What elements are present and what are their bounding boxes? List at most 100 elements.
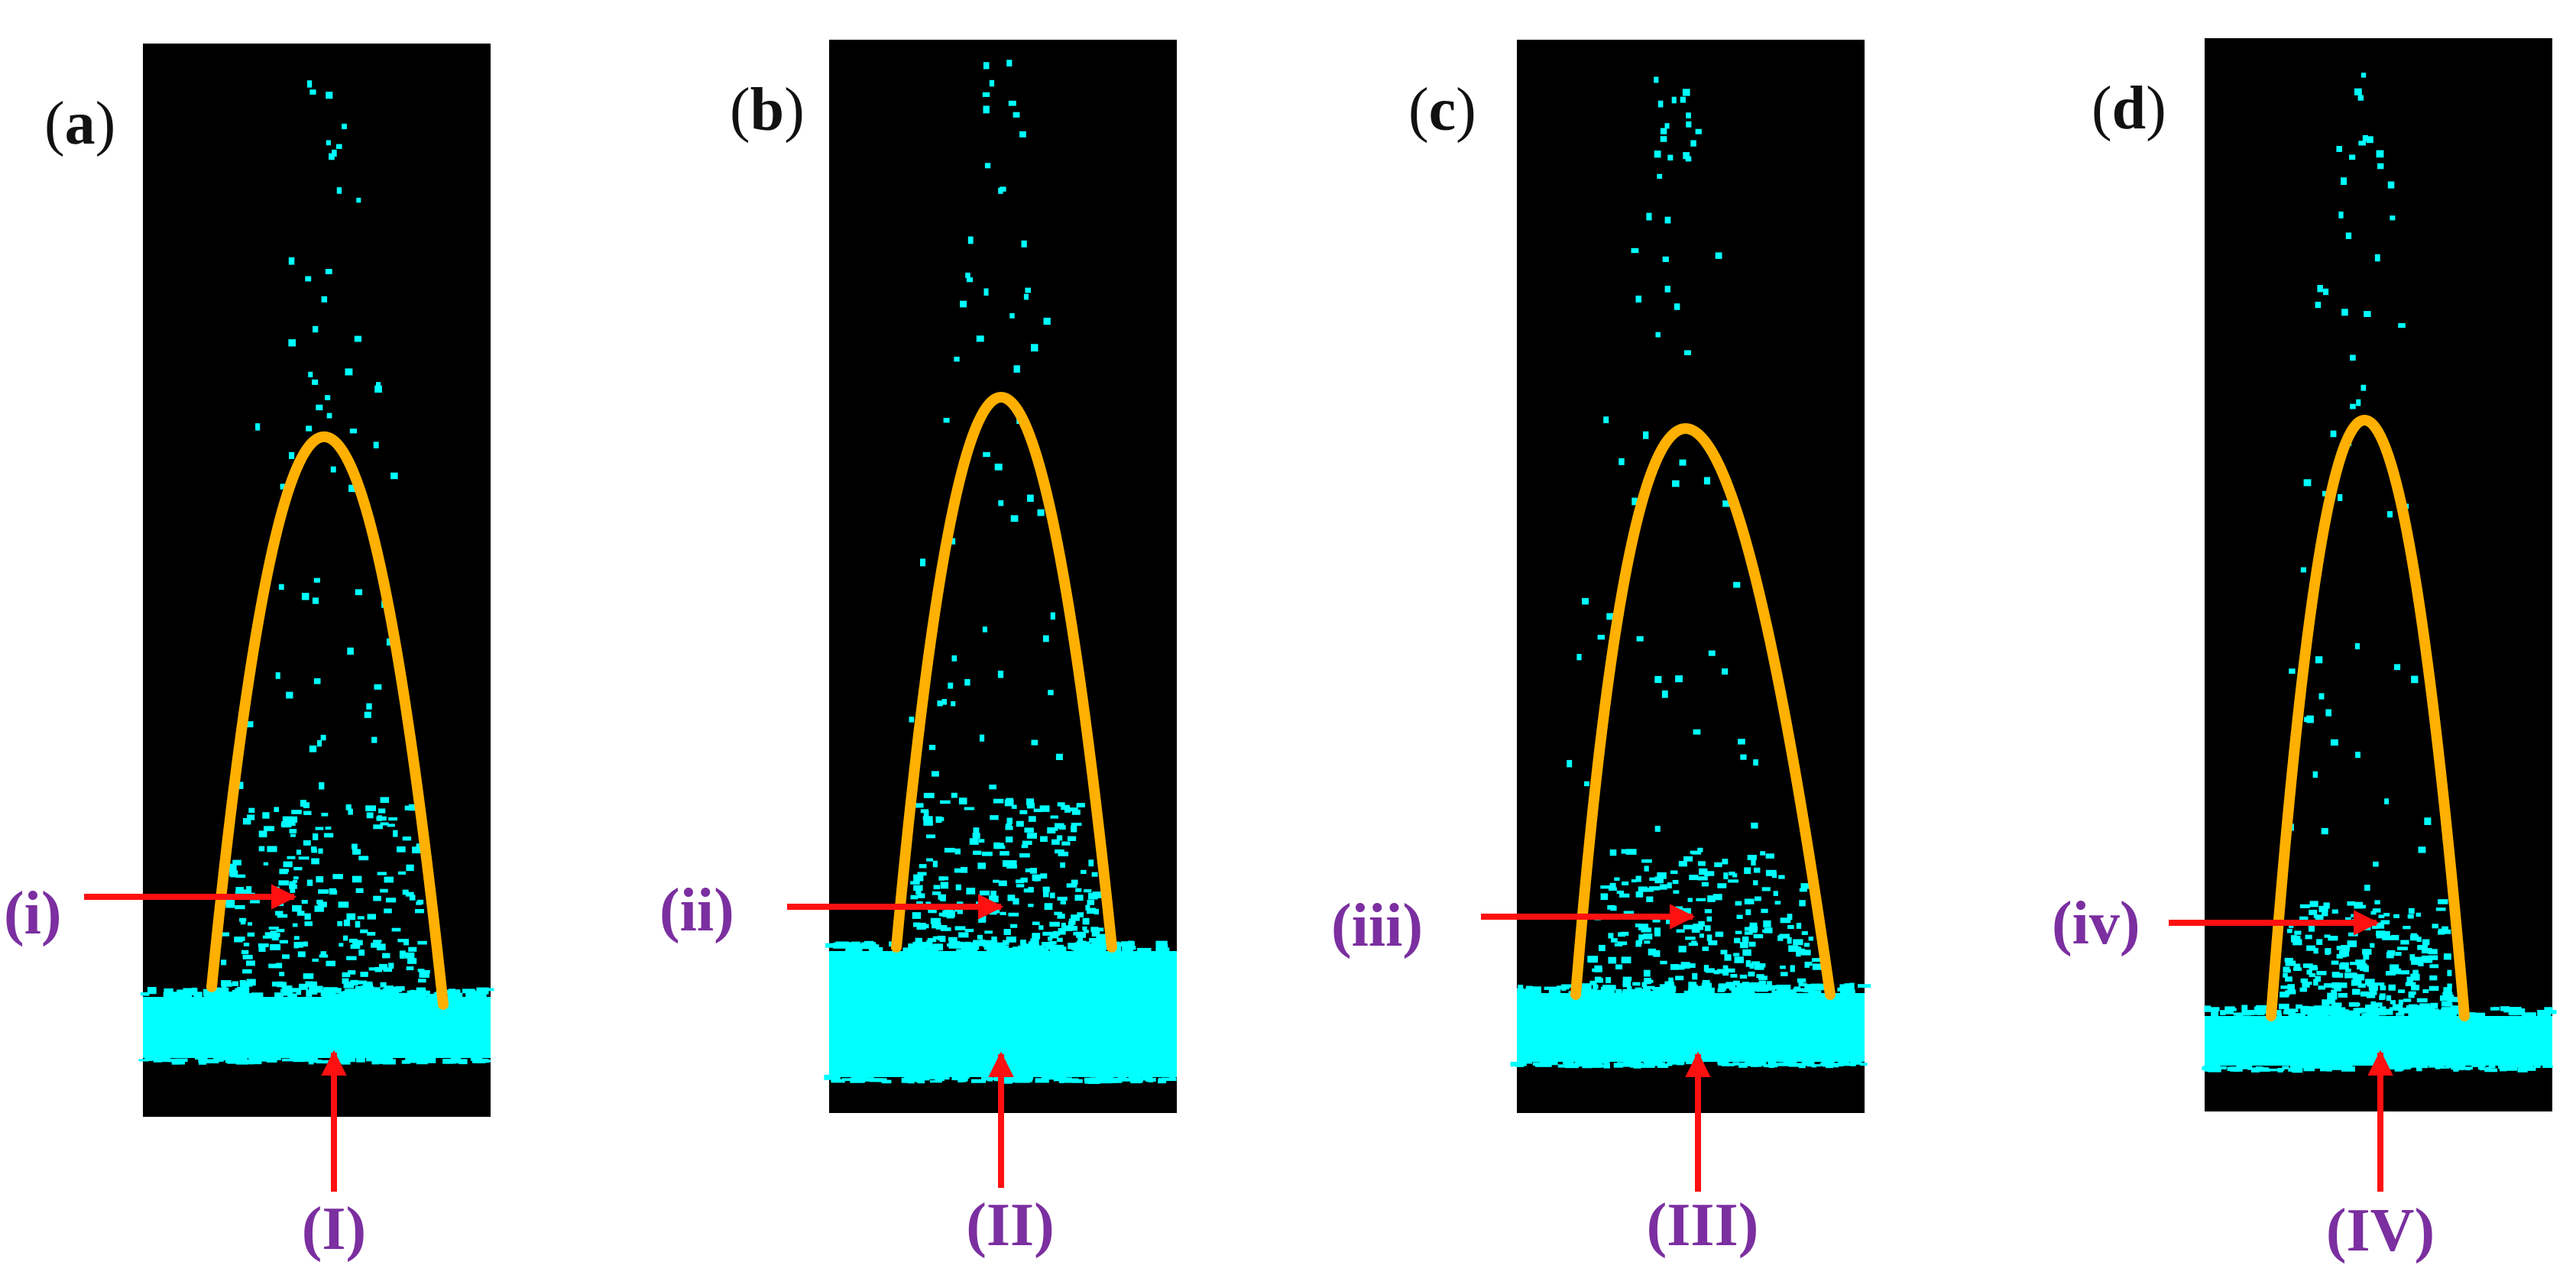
particle: [2306, 945, 2316, 951]
particle: [1689, 875, 1699, 881]
particle: [2361, 384, 2367, 391]
particle: [357, 916, 365, 920]
particle: [913, 874, 924, 882]
particle: [2323, 1008, 2331, 1012]
particle: [1057, 914, 1065, 919]
particle: [1838, 1060, 1850, 1066]
particle: [1011, 804, 1017, 809]
particle: [1689, 988, 1700, 994]
particle: [1761, 908, 1768, 914]
particle: [2500, 1006, 2510, 1011]
particle: [1061, 804, 1070, 810]
particle: [323, 994, 331, 998]
particle: [2378, 914, 2385, 918]
particle: [275, 900, 284, 907]
particle: [1084, 930, 1089, 933]
particle: [377, 872, 387, 875]
particle: [1006, 937, 1016, 943]
particle: [1816, 983, 1830, 991]
particle: [1653, 988, 1663, 996]
particle: [173, 992, 186, 997]
particle: [296, 941, 303, 948]
particle: [373, 895, 381, 901]
particle: [446, 989, 455, 995]
particle: [2383, 1064, 2391, 1069]
particle: [339, 943, 344, 947]
particle: [400, 950, 406, 956]
particle: [2288, 1068, 2296, 1072]
particle: [1808, 990, 1822, 995]
particle: [308, 1057, 318, 1063]
particle: [2340, 1007, 2346, 1012]
particle: [2428, 1008, 2439, 1014]
particle: [2450, 996, 2461, 1002]
particle: [479, 1059, 489, 1063]
particle: [2387, 181, 2395, 189]
particle: [2374, 1011, 2380, 1015]
particle: [1012, 946, 1019, 953]
particle: [387, 994, 394, 998]
particle: [311, 858, 319, 865]
particle: [242, 969, 252, 974]
particle: [2447, 983, 2452, 989]
particle: [2357, 963, 2367, 970]
particle: [1803, 943, 1810, 947]
particle: [1602, 985, 1616, 991]
particle: [357, 980, 367, 985]
particle: [1582, 1064, 1593, 1069]
particle: [1596, 1060, 1610, 1064]
particle: [957, 909, 963, 914]
particle: [246, 960, 255, 966]
particle: [293, 936, 300, 940]
particle: [198, 1059, 208, 1063]
particle: [2364, 885, 2370, 891]
particle: [355, 920, 361, 928]
particle: [1673, 890, 1680, 894]
particle: [909, 717, 915, 723]
particle: [385, 898, 397, 903]
panel-b-inner-label: (ii): [659, 877, 734, 944]
particle: [1698, 920, 1705, 927]
particle: [1722, 859, 1729, 865]
particle: [1606, 977, 1612, 984]
particle: [2393, 914, 2399, 918]
particle: [1644, 978, 1651, 985]
particle: [1096, 1076, 1107, 1082]
particle: [954, 940, 961, 946]
particle: [922, 816, 933, 820]
particle: [1729, 985, 1735, 991]
particle: [361, 985, 367, 992]
particle: [343, 982, 355, 988]
particle: [1716, 969, 1728, 974]
particle: [345, 804, 352, 810]
particle: [1556, 985, 1570, 990]
particle: [1692, 972, 1698, 980]
particle: [919, 864, 927, 869]
particle: [235, 891, 241, 896]
particle: [422, 992, 427, 998]
particle: [2287, 989, 2296, 995]
particle: [418, 979, 426, 983]
particle: [330, 466, 336, 473]
particle: [352, 849, 361, 855]
particle: [1749, 922, 1758, 928]
particle: [1724, 954, 1732, 961]
particle: [368, 967, 379, 971]
particle: [825, 943, 839, 948]
particle: [1058, 851, 1069, 856]
particle: [293, 942, 299, 949]
particle: [1005, 836, 1013, 843]
particle: [2318, 985, 2326, 990]
particle: [1667, 882, 1672, 888]
particle: [1635, 924, 1642, 927]
particle: [2257, 1067, 2270, 1072]
particle: [2393, 664, 2401, 671]
particle: [954, 356, 960, 362]
particle: [2503, 1066, 2518, 1071]
particle: [1040, 873, 1048, 879]
particle: [2405, 982, 2416, 986]
particle: [1510, 1061, 1525, 1067]
particle: [915, 1079, 922, 1083]
particle: [1019, 810, 1028, 814]
particle: [366, 703, 372, 710]
